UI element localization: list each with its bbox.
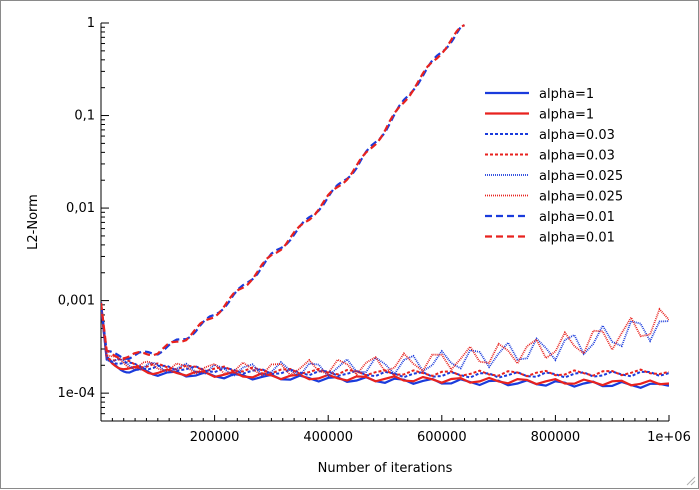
legend-label: alpha=0.01 <box>539 231 615 246</box>
series-line <box>101 302 669 379</box>
y-tick-label: 1 <box>87 16 95 31</box>
legend-label: alpha=0.025 <box>539 169 623 184</box>
legend: alpha=1 alpha=1 alpha=0.03 alpha=0.03 alpha=… <box>485 87 623 246</box>
x-tick-label: 200000 <box>190 430 240 445</box>
legend-label: alpha=0.025 <box>539 190 623 205</box>
series-group <box>101 24 669 389</box>
x-tick-label: 1e+06 <box>647 430 691 445</box>
series-line <box>101 304 669 378</box>
legend-label: alpha=1 <box>539 87 594 102</box>
series-line <box>101 24 466 360</box>
x-tick-label: 800000 <box>531 430 581 445</box>
y-tick-label: 0,01 <box>66 201 95 216</box>
resize-grip-icon[interactable] <box>686 476 696 486</box>
series-line <box>101 24 465 360</box>
x-ticks-group: 200000 400000 600000 800000 1e+06 <box>111 415 691 445</box>
legend-label: alpha=0.03 <box>539 128 615 143</box>
y-tick-label: 0,1 <box>74 109 95 124</box>
x-axis-title: Number of iterations <box>318 461 453 476</box>
y-axis-title: L2-Norm <box>26 194 41 250</box>
y-tick-label: 1e-04 <box>57 386 95 401</box>
x-tick-label: 400000 <box>303 430 353 445</box>
legend-label: alpha=1 <box>539 108 594 123</box>
legend-label: alpha=0.03 <box>539 149 615 164</box>
legend-label: alpha=0.01 <box>539 210 615 225</box>
y-tick-label: 0,001 <box>58 294 95 309</box>
x-tick-label: 600000 <box>417 430 467 445</box>
